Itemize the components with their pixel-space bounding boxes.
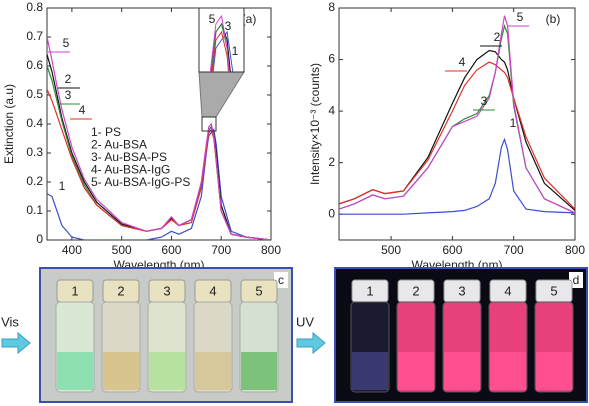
series-line (47, 36, 271, 240)
vial-liquid (444, 352, 480, 390)
zoom-funnel (198, 71, 245, 118)
curve-tag: 3 (65, 88, 72, 102)
y-tick-label: 0.3 (26, 145, 43, 159)
inset-label: 5 (209, 12, 216, 26)
vial-number: 5 (255, 283, 262, 298)
vial-number: 3 (163, 283, 170, 298)
vial-liquid (149, 352, 185, 390)
legend-entry: 2- Au-BSA (91, 138, 147, 152)
vial-liquid (490, 352, 526, 390)
y-tick-label: 0 (328, 206, 335, 220)
series-line (339, 49, 575, 211)
x-tick-label: 600 (442, 243, 462, 257)
photo-label: UV (296, 314, 314, 329)
x-tick-label: 700 (504, 243, 524, 257)
plot-frame (338, 7, 576, 241)
curve-tag: 1 (59, 179, 66, 193)
panel-tag: d (573, 273, 580, 287)
panel-label: (a) (242, 12, 257, 26)
vial-number: 3 (458, 283, 465, 298)
x-tick-label: 500 (381, 243, 401, 257)
curve-tag: 3 (481, 94, 488, 108)
vial-number: 2 (412, 283, 419, 298)
curve-tag: 5 (63, 36, 70, 50)
x-tick-label: 400 (62, 243, 82, 257)
series-line (339, 61, 575, 210)
series-line (339, 24, 575, 214)
y-tick-label: 0.8 (26, 0, 43, 14)
x-tick-label: 800 (565, 243, 585, 257)
vial-number: 1 (366, 283, 373, 298)
y-tick-label: 6 (328, 52, 335, 66)
vial-liquid (241, 352, 277, 390)
y-tick-label: 0.4 (26, 116, 43, 130)
y-tick-label: 0.5 (26, 87, 43, 101)
vial-liquid (57, 352, 93, 390)
panel-label: (b) (546, 12, 561, 26)
vial-number: 5 (550, 283, 557, 298)
curve-tag: 2 (494, 30, 501, 44)
vial-liquid (398, 352, 434, 390)
y-tick-label: 0.1 (26, 203, 43, 217)
vial-number: 2 (117, 283, 124, 298)
curve-tag: 4 (79, 103, 86, 117)
arrow (296, 331, 326, 355)
x-tick-label: 700 (211, 243, 231, 257)
legend-entry: 3- Au-BSA-PS (91, 150, 167, 164)
vial-liquid (103, 352, 139, 390)
panel-tag: c (278, 273, 284, 287)
y-tick-label: 4 (328, 103, 335, 117)
series-line (339, 137, 575, 215)
legend-entry: 1- PS (91, 125, 121, 139)
x-tick-label: 600 (161, 243, 181, 257)
y-tick-label: 0 (36, 232, 43, 246)
x-tick-label: 500 (112, 243, 132, 257)
vial-number: 4 (504, 283, 511, 298)
vial-liquid (195, 352, 231, 390)
y-tick-label: 0.7 (26, 29, 43, 43)
curve-tag: 5 (517, 10, 524, 24)
y-tick-label: 8 (328, 0, 335, 14)
curve-tag: 2 (65, 72, 72, 86)
x-tick-label: 800 (261, 243, 281, 257)
curve-tag: 4 (459, 55, 466, 69)
legend-entry: 5- Au-BSA-IgG-PS (91, 175, 190, 189)
legend-entry: 4- Au-BSA-IgG (91, 163, 170, 177)
y-axis-label: Extinction (a.u) (2, 84, 16, 164)
series-line (339, 15, 575, 214)
inset-label: 3 (225, 19, 232, 33)
vial-liquid (536, 352, 572, 390)
vial-liquid (352, 352, 388, 390)
photo-label: Vis (1, 314, 19, 329)
y-tick-label: 0.2 (26, 174, 43, 188)
curve-tag: 1 (510, 116, 517, 130)
arrow (1, 331, 31, 355)
zoom-box (201, 116, 217, 132)
y-tick-label: 2 (328, 155, 335, 169)
y-tick-label: 0.6 (26, 58, 43, 72)
vial-number: 4 (209, 283, 216, 298)
y-axis-label: Intensity×10⁻³ (counts) (308, 63, 322, 185)
series-line (47, 128, 271, 240)
inset-label: 1 (232, 44, 239, 58)
vial-number: 1 (71, 283, 78, 298)
